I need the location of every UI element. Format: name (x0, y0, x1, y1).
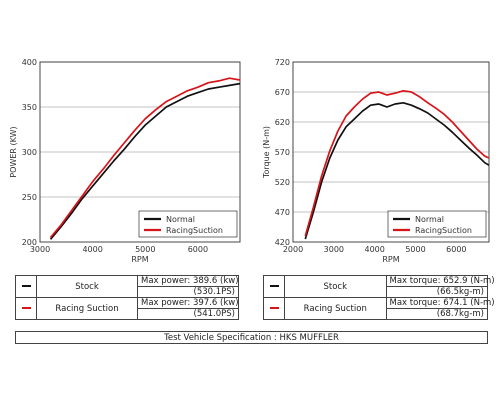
legend-label: Normal (415, 215, 444, 224)
racing-line-swatch (21, 307, 31, 309)
series-line-racingsuction (49, 77, 240, 239)
x-tick-label: 6000 (188, 245, 208, 254)
torque-table: Stock Max torque: 652.9 (N-m) (66.5kg-m)… (263, 275, 495, 320)
stock-line-swatch (21, 285, 31, 287)
y-tick-label: 300 (22, 148, 37, 157)
stock-swatch-cell (15, 275, 37, 298)
racing-max-power: Max power: 397.6 (kw) (137, 297, 239, 309)
table-row: Racing Suction Max torque: 674.1 (N-m) (263, 297, 495, 320)
x-tick-label: 5000 (135, 245, 155, 254)
stock-line-swatch (269, 285, 279, 287)
x-tick-label: 4000 (82, 245, 102, 254)
y-tick-label: 620 (275, 118, 290, 127)
racing-max-torque: Max torque: 674.1 (N-m) (385, 297, 495, 309)
racing-swatch-cell (15, 297, 37, 320)
legend-box (387, 210, 487, 238)
table-row: (68.7kg-m) (264, 308, 488, 320)
series-line-normal (304, 101, 489, 240)
racing-swatch-cell (263, 297, 285, 320)
legend-box (138, 210, 238, 238)
series-line-normal (49, 82, 240, 240)
table-row: Stock Max power: 389.6 (kw) (15, 275, 239, 298)
table-row: Racing Suction Max power: 397.6 (kw) (15, 297, 239, 320)
test-vehicle-spec: Test Vehicle Specification : HKS MUFFLER (15, 331, 488, 344)
x-tick-label: 3000 (30, 245, 50, 254)
x-tick-label: 2000 (283, 245, 303, 254)
racing-max-power-ps: (541.0PS) (137, 308, 239, 320)
stock-max-power: Max power: 389.6 (kw) (137, 275, 239, 287)
x-axis-label: RPM (131, 255, 148, 264)
plot-frame (39, 61, 241, 243)
y-tick-label: 670 (275, 88, 290, 97)
stock-max-torque-kgm: (66.5kg-m) (385, 286, 488, 298)
legend-label: RacingSuction (415, 226, 472, 235)
power-chart: 200 250 300 350 400 3000 4000 5000 6000 RPM POWER … (9, 58, 241, 264)
stock-max-power-ps: (530.1PS) (137, 286, 239, 298)
y-tick-label: 200 (22, 238, 37, 247)
y-tick-label: 520 (275, 178, 290, 187)
racing-line-swatch (269, 307, 279, 309)
legend-label: Normal (166, 215, 195, 224)
x-tick-label: 4000 (364, 245, 384, 254)
racing-label: Racing Suction (284, 297, 387, 320)
y-tick-label: 470 (275, 208, 290, 217)
x-tick-label: 6000 (446, 245, 466, 254)
y-tick-label: 400 (22, 58, 37, 67)
y-tick-label: 250 (22, 193, 37, 202)
torque-chart: 420 470 520 570 620 670 720 2000 3000 4000 5000 600… (262, 58, 490, 264)
y-axis-label: Torque (N-m) (262, 126, 271, 179)
legend-label: RacingSuction (166, 226, 223, 235)
racing-max-torque-kgm: (68.7kg-m) (385, 308, 488, 320)
stock-label: Stock (284, 275, 387, 298)
power-table: Stock Max power: 389.6 (kw) (530.1PS) Ra… (15, 275, 239, 320)
y-axis-label: POWER (KW) (9, 126, 18, 177)
table-row: (541.0PS) (16, 308, 239, 320)
x-tick-label: 3000 (324, 245, 344, 254)
table-row: Stock Max torque: 652.9 (N-m) (263, 275, 495, 298)
x-axis-label: RPM (382, 255, 399, 264)
stock-label: Stock (36, 275, 138, 298)
y-tick-label: 570 (275, 148, 290, 157)
stock-max-torque: Max torque: 652.9 (N-m) (385, 275, 495, 287)
plot-frame (292, 61, 490, 243)
x-tick-label: 5000 (405, 245, 425, 254)
racing-label: Racing Suction (36, 297, 138, 320)
series-line-racingsuction (304, 89, 489, 237)
stock-swatch-cell (263, 275, 285, 298)
y-tick-label: 420 (275, 238, 290, 247)
y-tick-label: 720 (275, 58, 290, 67)
y-tick-label: 350 (22, 103, 37, 112)
